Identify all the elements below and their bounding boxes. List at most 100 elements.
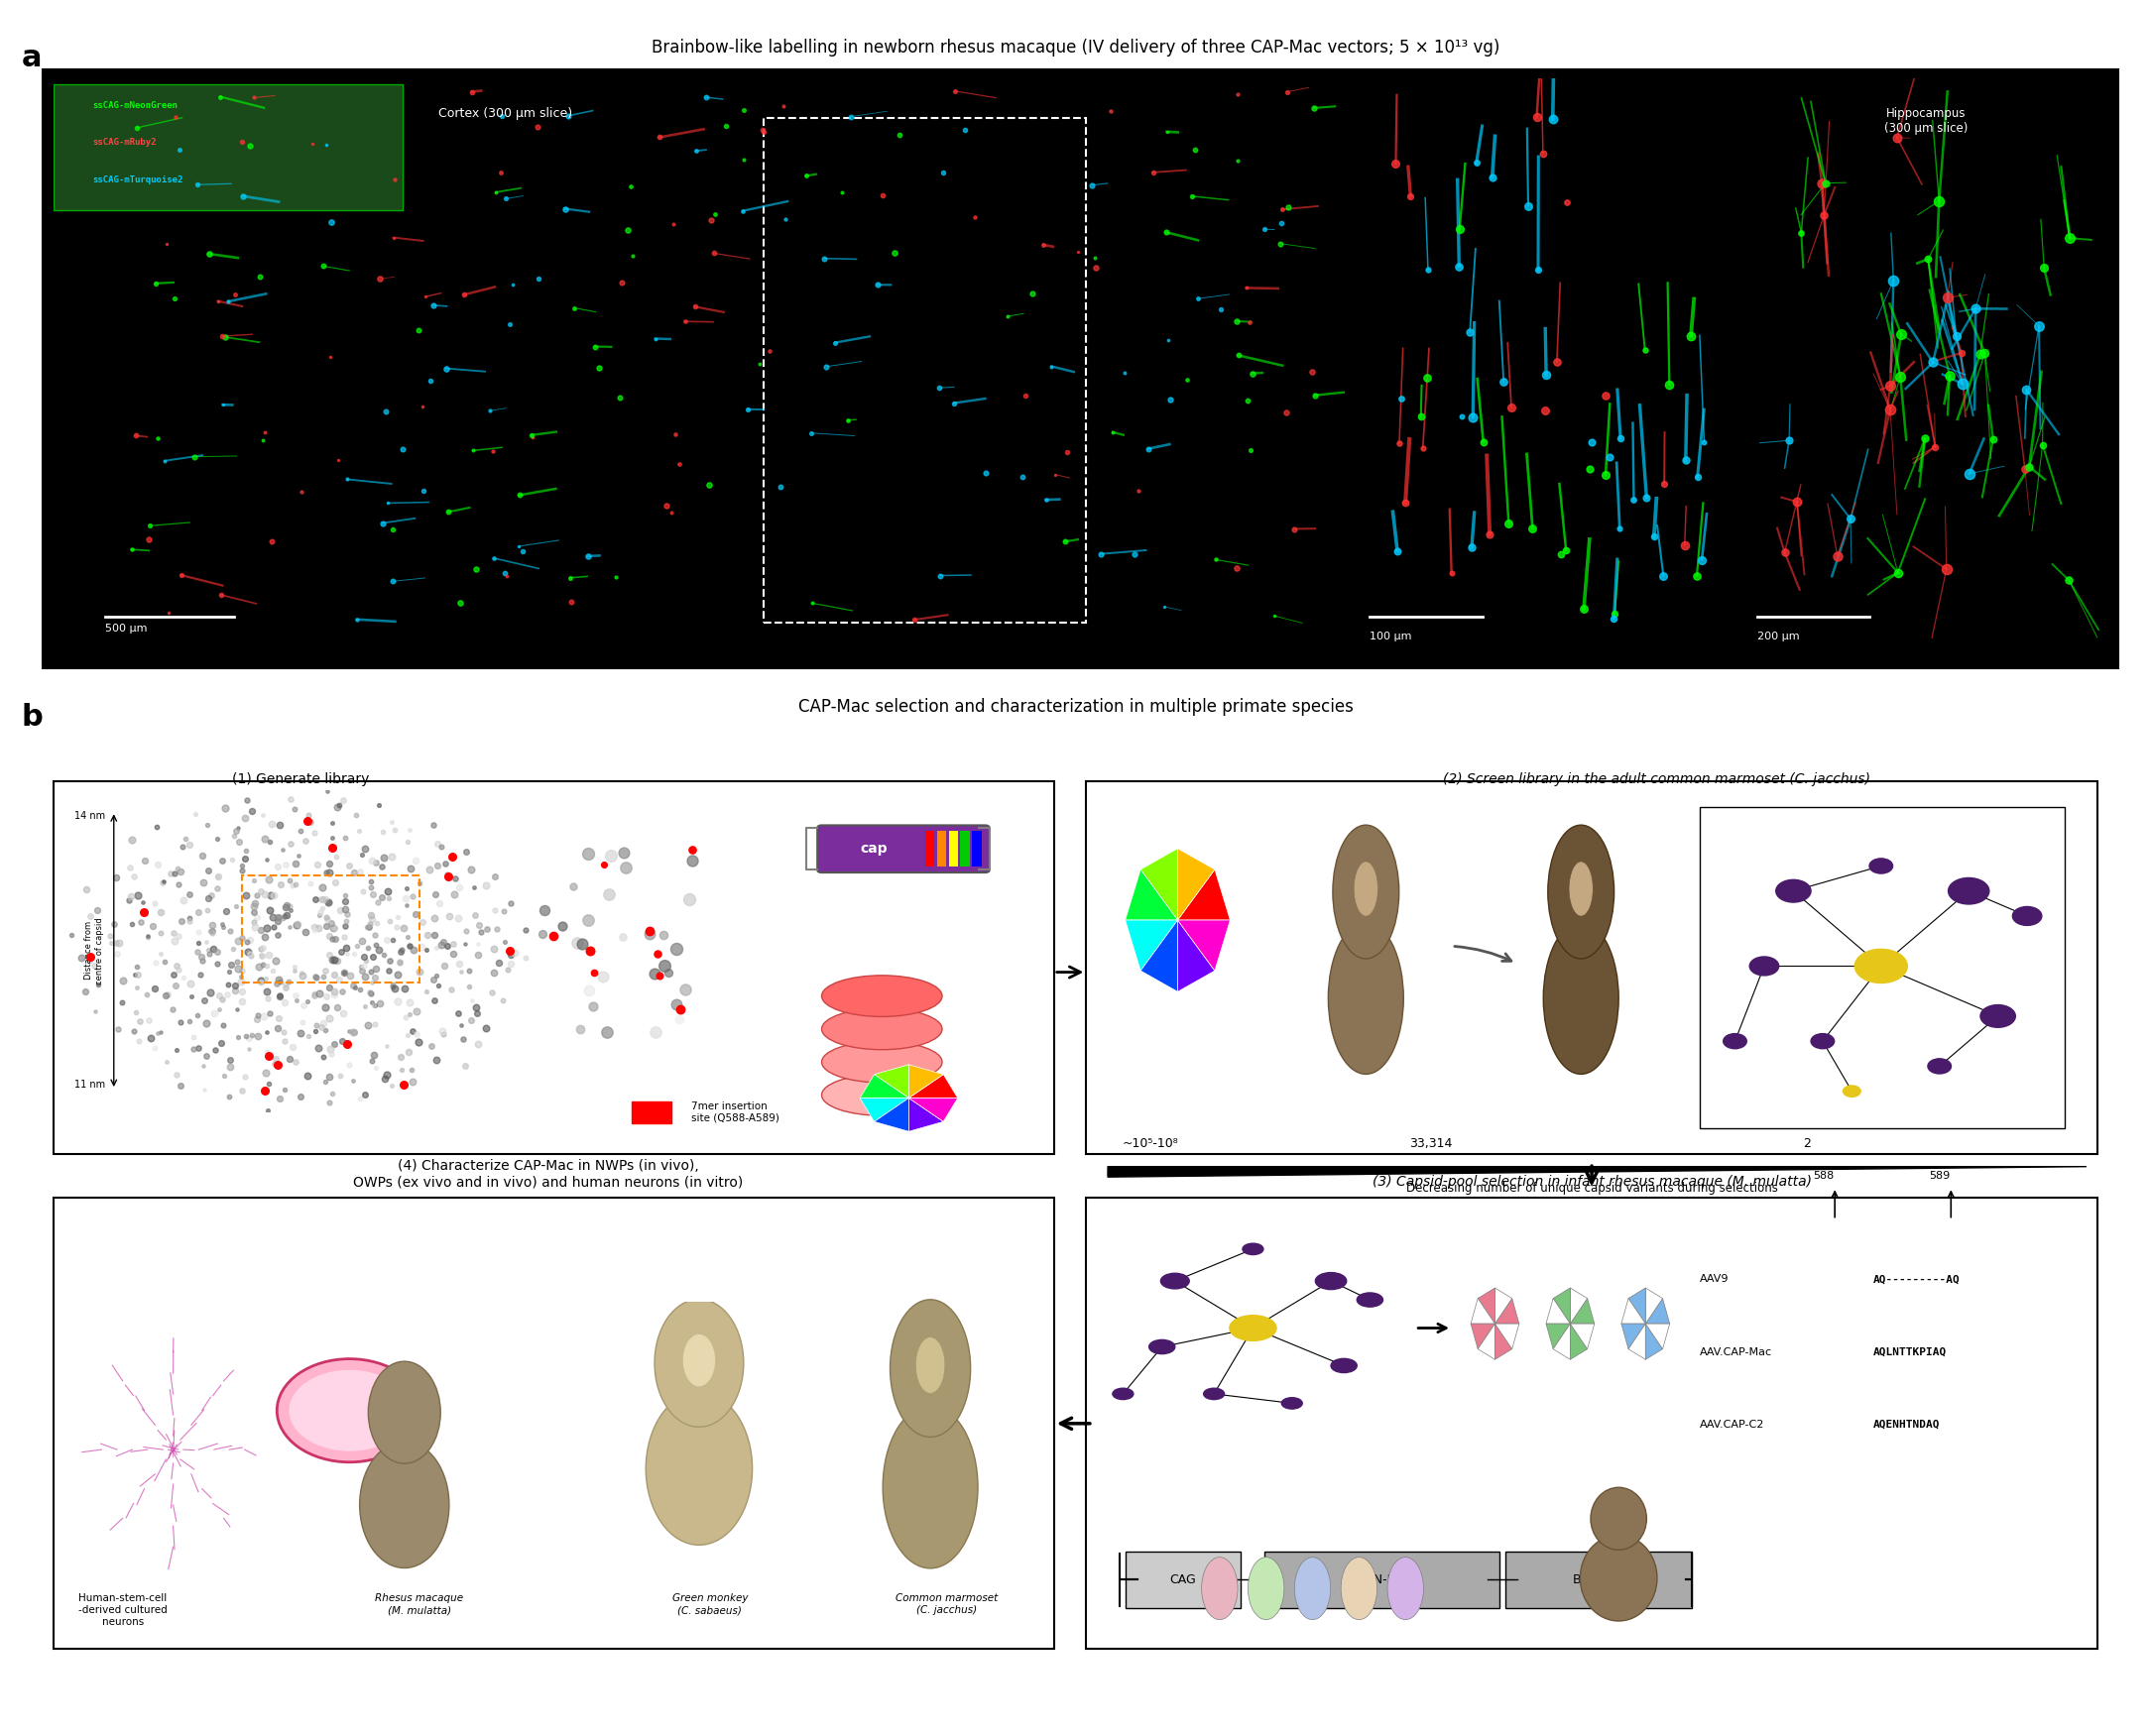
Point — [189, 929, 224, 957]
Point — [361, 792, 396, 819]
Point — [1486, 368, 1521, 396]
Point — [1233, 309, 1267, 337]
Point — [299, 885, 333, 913]
Point — [172, 880, 206, 908]
Point — [443, 1012, 478, 1040]
Point — [2052, 224, 2086, 252]
Point — [353, 910, 387, 937]
Point — [1957, 295, 1992, 323]
Point — [1882, 363, 1917, 391]
Point — [250, 1038, 284, 1066]
Point — [215, 936, 250, 963]
Point — [1510, 193, 1544, 220]
FancyBboxPatch shape — [54, 83, 402, 210]
Point — [101, 941, 136, 969]
Point — [342, 858, 376, 885]
FancyBboxPatch shape — [43, 69, 2119, 668]
Point — [383, 1043, 417, 1071]
Point — [288, 826, 323, 854]
Point — [267, 901, 301, 929]
Point — [267, 990, 301, 1017]
FancyBboxPatch shape — [1125, 1552, 1241, 1608]
Point — [219, 948, 254, 976]
Point — [469, 1014, 503, 1042]
Point — [250, 845, 284, 873]
Point — [675, 845, 710, 873]
Point — [245, 943, 280, 970]
Point — [336, 1019, 370, 1047]
Point — [1170, 366, 1205, 394]
Point — [252, 828, 286, 856]
Text: 11 nm: 11 nm — [75, 1080, 105, 1090]
Point — [398, 845, 432, 873]
Point — [604, 269, 639, 297]
Point — [206, 913, 241, 941]
Text: 14 nm: 14 nm — [75, 811, 105, 821]
Point — [327, 911, 361, 939]
Point — [131, 924, 166, 951]
Point — [269, 851, 303, 878]
Point — [245, 934, 280, 962]
Point — [213, 951, 247, 979]
Point — [1917, 349, 1951, 377]
Point — [312, 922, 346, 950]
Point — [327, 882, 361, 910]
Point — [232, 927, 267, 955]
Point — [200, 863, 234, 891]
Ellipse shape — [2013, 906, 2041, 925]
Text: Barcode: Barcode — [1572, 1573, 1624, 1587]
Circle shape — [368, 1361, 441, 1463]
Point — [376, 816, 411, 844]
Point — [355, 988, 389, 1016]
Ellipse shape — [1295, 1557, 1331, 1620]
Point — [450, 917, 484, 944]
Point — [116, 1017, 151, 1045]
Point — [329, 896, 364, 924]
Polygon shape — [1125, 870, 1179, 920]
Text: ssCAG-mTurquoise2: ssCAG-mTurquoise2 — [92, 175, 183, 184]
Polygon shape — [1179, 920, 1230, 970]
Point — [77, 998, 112, 1026]
Point — [1131, 434, 1166, 462]
Point — [202, 83, 237, 111]
Point — [766, 92, 800, 120]
Point — [419, 934, 454, 962]
Point — [312, 889, 346, 917]
Point — [241, 1005, 275, 1033]
Point — [794, 418, 828, 446]
Point — [166, 963, 200, 991]
Point — [168, 825, 202, 852]
Point — [146, 948, 181, 976]
Point — [660, 934, 695, 962]
Point — [312, 974, 346, 1002]
Polygon shape — [1471, 1299, 1495, 1323]
Point — [452, 972, 486, 1000]
Ellipse shape — [1248, 1557, 1284, 1620]
Point — [695, 207, 729, 234]
Point — [181, 918, 215, 946]
Point — [1443, 215, 1478, 243]
Point — [331, 851, 366, 878]
Point — [114, 535, 148, 562]
Point — [329, 1029, 364, 1057]
Point — [243, 262, 277, 290]
Point — [486, 986, 521, 1014]
Point — [549, 194, 583, 222]
Point — [262, 903, 297, 930]
Point — [394, 1055, 428, 1083]
Point — [163, 1009, 198, 1036]
Point — [402, 316, 437, 344]
Point — [99, 863, 133, 891]
Point — [1198, 545, 1233, 573]
Point — [383, 937, 417, 965]
Point — [376, 224, 411, 252]
Point — [303, 885, 338, 913]
Point — [1256, 602, 1291, 630]
Point — [727, 146, 761, 174]
Point — [673, 885, 708, 913]
Point — [402, 870, 437, 898]
Point — [312, 849, 346, 877]
Point — [247, 825, 282, 852]
Point — [456, 437, 490, 465]
Point — [370, 1031, 404, 1059]
